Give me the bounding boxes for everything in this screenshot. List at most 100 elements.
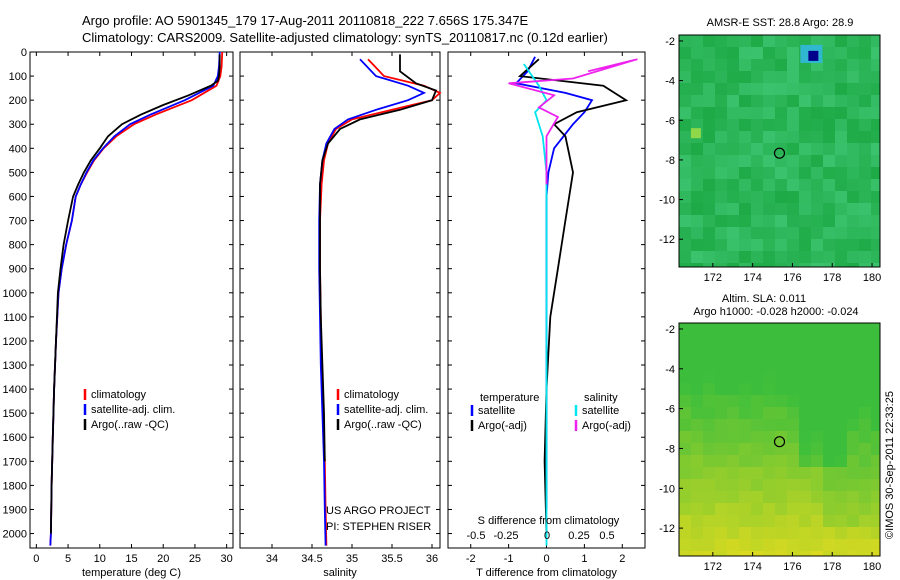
- sst-map-field-cell: [715, 35, 728, 48]
- sst-map-field-cell: [739, 251, 752, 264]
- sla-map-field-cell: [691, 467, 704, 480]
- sla-map-field-cell: [751, 383, 764, 396]
- sla-map-field-cell: [739, 395, 752, 408]
- sst-map-field-cell: [679, 227, 692, 240]
- temperature-series-line-2: [50, 54, 221, 534]
- sst-map-field-cell: [859, 131, 872, 144]
- sst-map-field-cell: [751, 71, 764, 84]
- sst-map-field-cell: [763, 179, 776, 192]
- sla-map-xtick-label: 176: [783, 561, 801, 573]
- sla-map-field-cell: [739, 467, 752, 480]
- sst-map-field-cell: [799, 155, 812, 168]
- sla-map-field-cell: [799, 539, 812, 552]
- sst-map-field-cell: [847, 251, 860, 264]
- sst-map-field-cell: [823, 71, 836, 84]
- sla-map-field-cell: [847, 383, 860, 396]
- sla-map-field-cell: [799, 359, 812, 372]
- sst-map-field-cell: [835, 143, 848, 156]
- sst-map-field-cell: [835, 83, 848, 96]
- temperature-legend-label: climatology: [91, 389, 147, 401]
- sst-map-field-cell: [763, 227, 776, 240]
- salinity-xtick-label: 35.5: [381, 553, 402, 565]
- sst-map-field-cell: [823, 35, 836, 48]
- sst-map-field-cell: [739, 239, 752, 252]
- sst-map-field-cell: [799, 143, 812, 156]
- sla-map-field-cell: [679, 515, 692, 528]
- sst-map-field-cell: [703, 215, 716, 228]
- salinity-legend-label: climatology: [344, 389, 400, 401]
- sst-map-field-cell: [787, 179, 800, 192]
- depth-tick-label: 1100: [3, 312, 27, 324]
- sst-map-field-cell: [703, 263, 716, 267]
- sla-map-field-cell: [739, 551, 752, 556]
- sla-map-field-cell: [823, 335, 836, 348]
- sst-map-field-cell: [679, 107, 692, 120]
- sla-map-field-cell: [811, 443, 824, 456]
- sla-map-field-cell: [739, 539, 752, 552]
- sla-map-field-cell: [775, 371, 788, 384]
- sst-map-field-cell: [787, 239, 800, 252]
- sst-map-field-cell: [691, 143, 704, 156]
- sla-map-field-cell: [787, 371, 800, 384]
- sla-map-field-cell: [835, 467, 848, 480]
- sla-map-field-cell: [691, 419, 704, 432]
- sst-map-field-cell: [835, 251, 848, 264]
- sst-map-field-cell: [799, 215, 812, 228]
- sla-map-field-cell: [859, 359, 872, 372]
- sst-map-field-cell: [823, 47, 836, 60]
- sst-map-field-cell: [775, 203, 788, 216]
- sst-map-field-cell: [859, 167, 872, 180]
- sst-map-field-cell: [871, 119, 880, 132]
- depth-tick-label: 1800: [3, 480, 27, 492]
- sst-map-field-cell: [703, 131, 716, 144]
- sst-map-field-cell: [859, 143, 872, 156]
- sst-map-field-cell: [715, 95, 728, 108]
- sst-map-field-cell: [739, 227, 752, 240]
- sla-map-field-cell: [679, 467, 692, 480]
- sla-map-field-cell: [799, 467, 812, 480]
- sst-map-xtick-label: 178: [823, 272, 841, 284]
- sst-map-field-cell: [847, 143, 860, 156]
- sla-map-field-cell: [835, 515, 848, 528]
- sst-map-field-cell: [703, 95, 716, 108]
- sla-map-field-cell: [811, 371, 824, 384]
- sla-map-field-cell: [811, 395, 824, 408]
- sst-map-field-cell: [703, 203, 716, 216]
- sla-map-field-cell: [871, 323, 880, 336]
- sst-map-field-cell: [787, 59, 800, 72]
- sla-map-field-cell: [763, 467, 776, 480]
- sla-map-field-cell: [787, 347, 800, 360]
- sla-map-field-cell: [727, 335, 740, 348]
- sla-map-field-cell: [871, 383, 880, 396]
- sst-map-field-cell: [691, 203, 704, 216]
- sst-map-field-cell: [811, 227, 824, 240]
- sst-map-field-cell: [679, 263, 692, 267]
- sla-map-field-cell: [871, 503, 880, 516]
- sst-map-xtick-label: 180: [863, 272, 881, 284]
- sla-map-field-cell: [835, 491, 848, 504]
- sla-map-field-cell: [871, 443, 880, 456]
- sla-map-field-cell: [691, 335, 704, 348]
- sla-map-field-cell: [811, 503, 824, 516]
- sst-map-field-cell: [739, 47, 752, 60]
- sla-map-field-cell: [751, 359, 764, 372]
- sst-map-field-cell: [751, 131, 764, 144]
- sst-map-field-cell: [751, 95, 764, 108]
- sla-map-field-cell: [835, 407, 848, 420]
- sla-map-field-cell: [787, 479, 800, 492]
- sst-map-field-cell: [703, 167, 716, 180]
- sst-map-field-cell: [811, 263, 824, 267]
- sst-map-field-cell: [679, 131, 692, 144]
- sst-map-field-cell: [871, 83, 880, 96]
- sla-map-field-cell: [835, 359, 848, 372]
- sst-map-field-cell: [715, 59, 728, 72]
- sla-map-field-cell: [835, 335, 848, 348]
- sst-warm-spot: [690, 128, 701, 139]
- sla-map-field-cell: [787, 431, 800, 444]
- sst-map-field-cell: [823, 191, 836, 204]
- sst-map-field-cell: [715, 47, 728, 60]
- sst-map-field-cell: [775, 83, 788, 96]
- sst-map-field-cell: [835, 203, 848, 216]
- sst-map-field-cell: [847, 35, 860, 48]
- sla-map-field-cell: [787, 443, 800, 456]
